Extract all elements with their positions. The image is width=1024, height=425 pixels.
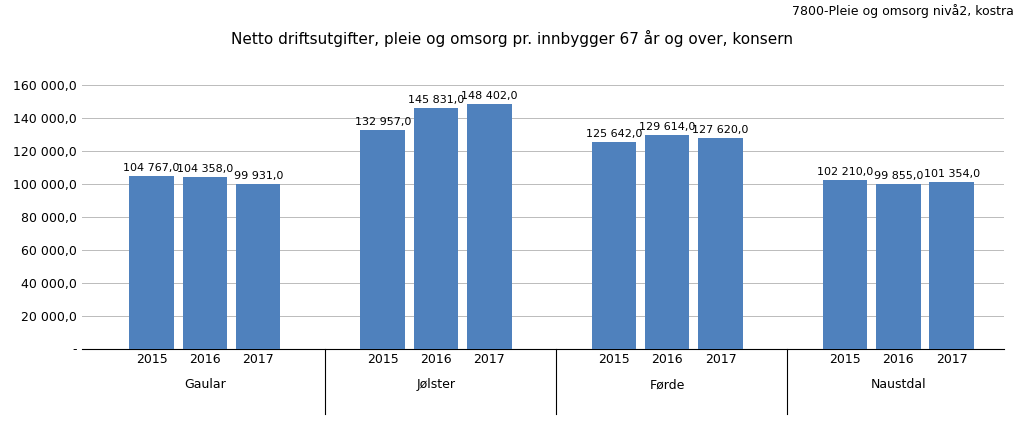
Text: 127 620,0: 127 620,0 — [692, 125, 749, 135]
Bar — [467, 104, 512, 348]
Text: 7800-Pleie og omsorg nivå2, kostra: 7800-Pleie og omsorg nivå2, kostra — [792, 4, 1014, 18]
Bar — [182, 177, 227, 348]
Text: 148 402,0: 148 402,0 — [461, 91, 517, 101]
Bar — [236, 184, 281, 348]
Bar — [822, 180, 867, 348]
Text: Jølster: Jølster — [417, 378, 456, 391]
Text: Netto driftsutgifter, pleie og omsorg pr. innbygger 67 år og over, konsern: Netto driftsutgifter, pleie og omsorg pr… — [231, 30, 793, 47]
Text: 104 767,0: 104 767,0 — [123, 163, 180, 173]
Text: 104 358,0: 104 358,0 — [177, 164, 233, 174]
Text: 102 210,0: 102 210,0 — [817, 167, 873, 177]
Bar — [698, 138, 742, 348]
Bar — [414, 108, 459, 348]
Bar — [930, 181, 974, 348]
Text: 129 614,0: 129 614,0 — [639, 122, 695, 132]
Text: 145 831,0: 145 831,0 — [408, 95, 464, 105]
Bar — [129, 176, 174, 348]
Text: Gaular: Gaular — [184, 378, 225, 391]
Bar — [877, 184, 921, 348]
Text: 101 354,0: 101 354,0 — [924, 169, 980, 178]
Bar — [360, 130, 404, 348]
Text: Naustdal: Naustdal — [870, 378, 926, 391]
Text: Førde: Førde — [649, 378, 685, 391]
Bar — [592, 142, 636, 348]
Text: 125 642,0: 125 642,0 — [586, 129, 642, 139]
Bar — [645, 135, 689, 348]
Text: 132 957,0: 132 957,0 — [354, 116, 411, 127]
Text: 99 931,0: 99 931,0 — [233, 171, 283, 181]
Text: 99 855,0: 99 855,0 — [873, 171, 923, 181]
